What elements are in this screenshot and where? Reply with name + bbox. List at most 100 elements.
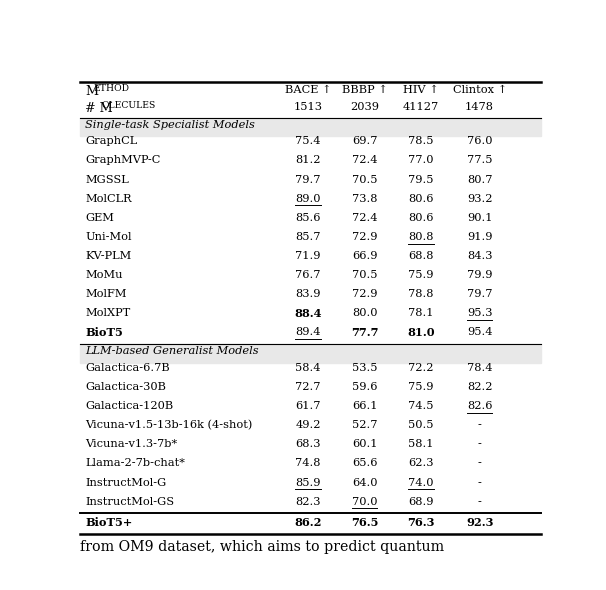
Text: 68.3: 68.3 bbox=[296, 440, 321, 450]
Text: Llama-2-7b-chat*: Llama-2-7b-chat* bbox=[85, 458, 185, 468]
Text: 82.3: 82.3 bbox=[296, 497, 321, 507]
Text: 70.5: 70.5 bbox=[352, 270, 378, 280]
Text: BBBP ↑: BBBP ↑ bbox=[342, 86, 387, 96]
Text: 61.7: 61.7 bbox=[296, 401, 321, 411]
Text: 70.5: 70.5 bbox=[352, 175, 378, 185]
Text: 85.7: 85.7 bbox=[296, 232, 321, 242]
Text: -: - bbox=[478, 497, 482, 507]
Text: InstructMol-GS: InstructMol-GS bbox=[85, 497, 175, 507]
Text: Vicuna-v1.5-13b-16k (4-shot): Vicuna-v1.5-13b-16k (4-shot) bbox=[85, 420, 253, 431]
Text: MolCLR: MolCLR bbox=[85, 194, 132, 204]
Text: Clintox ↑: Clintox ↑ bbox=[453, 86, 507, 96]
Text: 77.7: 77.7 bbox=[351, 327, 378, 338]
Text: BACE ↑: BACE ↑ bbox=[285, 86, 331, 96]
Text: Galactica-120B: Galactica-120B bbox=[85, 401, 173, 411]
Text: BioT5: BioT5 bbox=[85, 327, 123, 338]
Text: 68.8: 68.8 bbox=[408, 251, 434, 261]
Text: 73.8: 73.8 bbox=[352, 194, 378, 204]
Text: 91.9: 91.9 bbox=[467, 232, 493, 242]
Text: 58.4: 58.4 bbox=[296, 363, 321, 373]
Text: MolFM: MolFM bbox=[85, 289, 127, 299]
Text: 49.2: 49.2 bbox=[296, 420, 321, 430]
Text: 85.6: 85.6 bbox=[296, 213, 321, 222]
Text: 83.9: 83.9 bbox=[296, 289, 321, 299]
Text: 95.3: 95.3 bbox=[467, 308, 493, 318]
Text: Uni-Mol: Uni-Mol bbox=[85, 232, 132, 242]
Text: 65.6: 65.6 bbox=[352, 458, 378, 468]
Text: 77.0: 77.0 bbox=[408, 156, 434, 165]
Bar bbox=[81, 345, 541, 363]
Text: 50.5: 50.5 bbox=[408, 420, 434, 430]
Text: -: - bbox=[478, 440, 482, 450]
Text: 74.5: 74.5 bbox=[408, 401, 434, 411]
Text: 66.9: 66.9 bbox=[352, 251, 378, 261]
Text: 2039: 2039 bbox=[350, 102, 379, 112]
Text: KV-PLM: KV-PLM bbox=[85, 251, 132, 261]
Text: 93.2: 93.2 bbox=[467, 194, 493, 204]
Text: 80.6: 80.6 bbox=[408, 194, 434, 204]
Text: from OM9 dataset, which aims to predict quantum: from OM9 dataset, which aims to predict … bbox=[81, 540, 445, 553]
Text: 82.6: 82.6 bbox=[467, 401, 493, 411]
Text: 68.9: 68.9 bbox=[408, 497, 434, 507]
Bar bbox=[81, 118, 541, 136]
Text: 80.0: 80.0 bbox=[352, 308, 378, 318]
Text: 76.0: 76.0 bbox=[467, 136, 493, 146]
Text: 69.7: 69.7 bbox=[352, 136, 378, 146]
Text: 76.7: 76.7 bbox=[296, 270, 321, 280]
Text: 88.4: 88.4 bbox=[295, 308, 322, 319]
Text: 71.9: 71.9 bbox=[296, 251, 321, 261]
Text: 78.4: 78.4 bbox=[467, 363, 493, 373]
Text: 58.1: 58.1 bbox=[408, 440, 434, 450]
Text: GraphMVP-C: GraphMVP-C bbox=[85, 156, 161, 165]
Text: 74.0: 74.0 bbox=[408, 477, 434, 487]
Text: 75.9: 75.9 bbox=[408, 270, 434, 280]
Text: 81.2: 81.2 bbox=[296, 156, 321, 165]
Text: Galactica-6.7B: Galactica-6.7B bbox=[85, 363, 170, 373]
Text: 75.4: 75.4 bbox=[296, 136, 321, 146]
Text: 82.2: 82.2 bbox=[467, 382, 493, 392]
Text: Galactica-30B: Galactica-30B bbox=[85, 382, 166, 392]
Text: 78.8: 78.8 bbox=[408, 289, 434, 299]
Text: 70.0: 70.0 bbox=[352, 497, 378, 507]
Text: 81.0: 81.0 bbox=[407, 327, 435, 338]
Text: HIV ↑: HIV ↑ bbox=[403, 86, 439, 96]
Text: 77.5: 77.5 bbox=[467, 156, 493, 165]
Text: 78.1: 78.1 bbox=[408, 308, 434, 318]
Text: 53.5: 53.5 bbox=[352, 363, 378, 373]
Text: 62.3: 62.3 bbox=[408, 458, 434, 468]
Text: 41127: 41127 bbox=[403, 102, 439, 112]
Text: M: M bbox=[85, 86, 98, 99]
Text: 72.4: 72.4 bbox=[352, 213, 378, 222]
Text: 79.5: 79.5 bbox=[408, 175, 434, 185]
Text: 52.7: 52.7 bbox=[352, 420, 378, 430]
Text: BioT5+: BioT5+ bbox=[85, 517, 133, 527]
Text: 90.1: 90.1 bbox=[467, 213, 493, 222]
Text: 74.8: 74.8 bbox=[296, 458, 321, 468]
Text: 79.7: 79.7 bbox=[467, 289, 493, 299]
Text: 85.9: 85.9 bbox=[296, 477, 321, 487]
Text: LLM-based Generalist Models: LLM-based Generalist Models bbox=[85, 346, 259, 356]
Text: ETHOD: ETHOD bbox=[93, 84, 130, 93]
Text: 76.3: 76.3 bbox=[407, 517, 435, 527]
Text: 60.1: 60.1 bbox=[352, 440, 378, 450]
Text: 79.7: 79.7 bbox=[296, 175, 321, 185]
Text: 75.9: 75.9 bbox=[408, 382, 434, 392]
Text: Single-task Specialist Models: Single-task Specialist Models bbox=[85, 120, 255, 130]
Text: 95.4: 95.4 bbox=[467, 327, 493, 337]
Text: MolXPT: MolXPT bbox=[85, 308, 130, 318]
Text: 80.8: 80.8 bbox=[408, 232, 434, 242]
Text: OLECULES: OLECULES bbox=[102, 101, 156, 110]
Text: 59.6: 59.6 bbox=[352, 382, 378, 392]
Text: 89.4: 89.4 bbox=[296, 327, 321, 337]
Text: MGSSL: MGSSL bbox=[85, 175, 129, 185]
Text: 92.3: 92.3 bbox=[466, 517, 493, 527]
Text: 78.5: 78.5 bbox=[408, 136, 434, 146]
Text: 79.9: 79.9 bbox=[467, 270, 493, 280]
Text: 84.3: 84.3 bbox=[467, 251, 493, 261]
Text: 86.2: 86.2 bbox=[295, 517, 322, 527]
Text: 72.2: 72.2 bbox=[408, 363, 434, 373]
Text: MoMu: MoMu bbox=[85, 270, 122, 280]
Text: GraphCL: GraphCL bbox=[85, 136, 138, 146]
Text: 76.5: 76.5 bbox=[351, 517, 378, 527]
Text: InstructMol-G: InstructMol-G bbox=[85, 477, 167, 487]
